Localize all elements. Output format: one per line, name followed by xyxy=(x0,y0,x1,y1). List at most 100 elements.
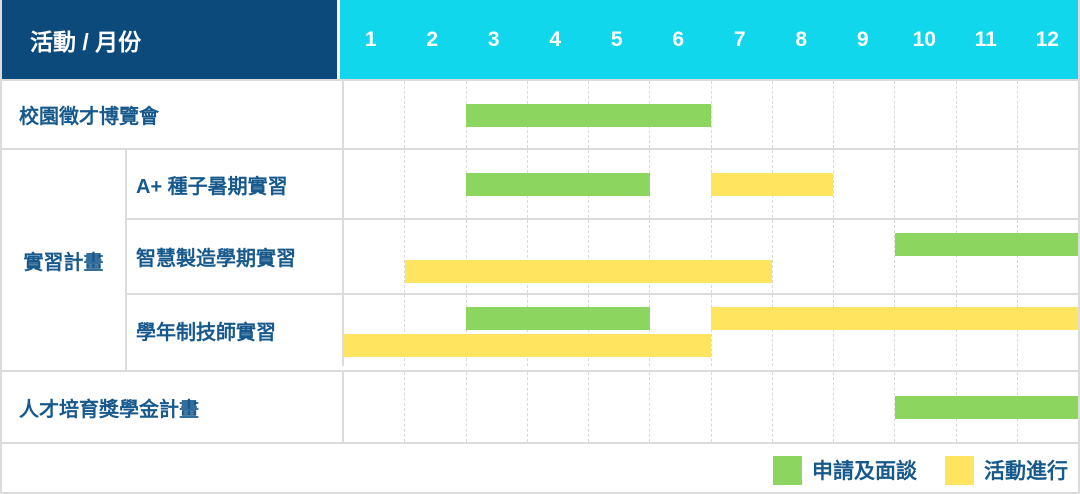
legend-swatch-apply xyxy=(773,455,802,485)
month-cell xyxy=(649,372,710,442)
legend-label: 申請及面談 xyxy=(812,460,917,483)
month-cell xyxy=(526,372,588,442)
month-header-4: 4 xyxy=(549,27,562,51)
month-cell xyxy=(526,220,588,293)
month-cell xyxy=(1016,220,1078,293)
gantt-bar-apply xyxy=(466,173,650,196)
month-cell xyxy=(404,150,465,218)
month-cell xyxy=(894,220,955,293)
gantt-bar-apply xyxy=(894,396,1078,419)
table-row: 校園徵才博覽會 xyxy=(2,81,1078,150)
month-cell xyxy=(1016,81,1078,148)
month-cell xyxy=(894,295,955,366)
footer-row: 申請及面談 活動進行 xyxy=(2,444,1078,492)
month-header-10: 10 xyxy=(912,27,936,51)
month-cell xyxy=(465,81,527,148)
month-cell xyxy=(465,220,527,293)
month-cell xyxy=(465,372,527,442)
month-cell xyxy=(710,372,772,442)
month-cell xyxy=(833,295,894,366)
month-cell xyxy=(649,295,710,366)
timeline-row xyxy=(342,150,1078,218)
month-cell xyxy=(833,81,894,148)
month-cell xyxy=(771,372,833,442)
legend-swatch-ongoing xyxy=(945,455,974,485)
month-cell xyxy=(710,81,772,148)
month-cell xyxy=(894,150,955,218)
month-cell xyxy=(833,372,894,442)
gantt-bar-apply xyxy=(466,103,711,127)
header-row: 活動 / 月份 1 2 3 4 5 6 7 8 9 10 11 12 xyxy=(2,0,1078,81)
month-cell xyxy=(710,220,772,293)
gantt-bar-ongoing xyxy=(405,259,773,283)
timeline-row xyxy=(342,81,1078,148)
month-cell xyxy=(771,220,833,293)
group-rows: A+ 種子暑期實習 智慧製造學期實習 學年制技師實習 xyxy=(127,150,1078,370)
month-cell xyxy=(526,295,588,366)
month-cell xyxy=(344,81,404,148)
gantt-bar-apply xyxy=(894,232,1078,256)
legend: 申請及面談 活動進行 xyxy=(773,455,1068,485)
month-header-6: 6 xyxy=(672,27,685,51)
month-cell xyxy=(894,81,955,148)
month-cell xyxy=(955,295,1017,366)
month-header-5: 5 xyxy=(610,27,623,51)
table-row: A+ 種子暑期實習 xyxy=(127,150,1078,220)
month-cell xyxy=(771,295,833,366)
row-label: 智慧製造學期實習 xyxy=(136,248,296,270)
month-cell xyxy=(771,81,833,148)
month-cell xyxy=(404,81,465,148)
legend-item-ongoing: 活動進行 xyxy=(945,455,1068,485)
month-header-12: 12 xyxy=(1035,27,1059,51)
month-cell xyxy=(465,295,527,366)
month-header-2: 2 xyxy=(426,27,439,51)
month-cell xyxy=(344,220,404,293)
timeline-row xyxy=(342,295,1078,366)
row-label: 人才培育獎學金計畫 xyxy=(19,398,199,421)
corner-header-label: 活動 / 月份 xyxy=(30,28,142,55)
month-cell xyxy=(465,150,527,218)
month-header-7: 7 xyxy=(733,27,746,51)
timeline-row xyxy=(342,220,1078,293)
gantt-bar-ongoing xyxy=(344,333,711,357)
month-cell xyxy=(404,220,465,293)
month-header-11: 11 xyxy=(974,27,997,51)
month-cell xyxy=(1016,295,1078,366)
chart-body: 校園徵才博覽會 實習計畫 A+ 種子暑期實習 智慧製造學期實習 學年制技師實習 人才培育獎… xyxy=(2,81,1078,444)
row-label: A+ 種子暑期實習 xyxy=(136,175,288,198)
month-cell xyxy=(404,372,465,442)
month-cell xyxy=(649,220,710,293)
gantt-bar-apply xyxy=(466,306,650,330)
legend-label: 活動進行 xyxy=(984,460,1068,483)
month-cell xyxy=(833,150,894,218)
month-cell xyxy=(404,295,465,366)
month-cell xyxy=(1016,150,1078,218)
month-header-row: 1 2 3 4 5 6 7 8 9 10 11 12 xyxy=(340,0,1078,79)
row-label: 校園徵才博覽會 xyxy=(19,106,159,128)
gantt-bar-ongoing xyxy=(711,173,834,196)
corner-header-cell: 活動 / 月份 xyxy=(2,0,340,79)
month-cell xyxy=(344,372,404,442)
row-label: 學年制技師實習 xyxy=(136,322,276,344)
row-group: 實習計畫 A+ 種子暑期實習 智慧製造學期實習 學年制技師實習 xyxy=(2,150,1078,372)
month-cell xyxy=(955,81,1017,148)
month-cell xyxy=(649,150,710,218)
group-label: 實習計畫 xyxy=(2,150,127,370)
month-header-8: 8 xyxy=(795,27,808,51)
month-cell xyxy=(588,220,649,293)
month-cell xyxy=(955,220,1017,293)
month-cell xyxy=(344,150,404,218)
timeline-row xyxy=(342,372,1078,442)
month-cell xyxy=(588,295,649,366)
month-cell xyxy=(588,372,649,442)
month-header-9: 9 xyxy=(856,27,869,51)
month-cell xyxy=(710,295,772,366)
gantt-bar-ongoing xyxy=(711,306,1078,330)
month-cell xyxy=(833,220,894,293)
legend-item-apply: 申請及面談 xyxy=(773,455,917,485)
month-header-3: 3 xyxy=(487,27,500,51)
month-cell xyxy=(955,150,1017,218)
table-row: 智慧製造學期實習 xyxy=(127,220,1078,295)
table-row: 學年制技師實習 xyxy=(127,295,1078,366)
